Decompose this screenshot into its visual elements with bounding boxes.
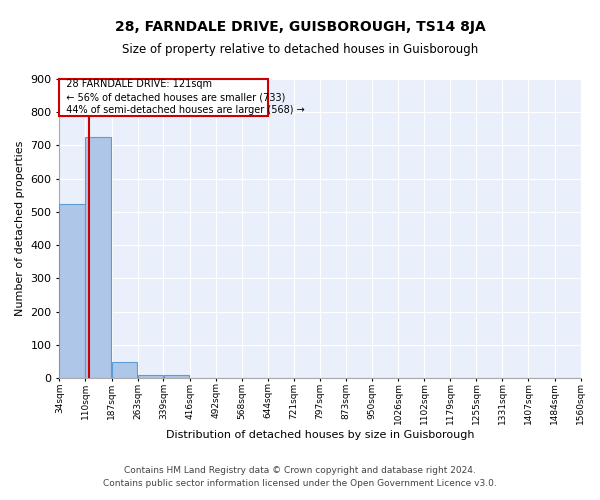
Bar [59,79,268,116]
Bar [85,137,111,378]
Bar [112,362,137,378]
Bar [59,204,85,378]
Text: 28, FARNDALE DRIVE, GUISBOROUGH, TS14 8JA: 28, FARNDALE DRIVE, GUISBOROUGH, TS14 8J… [115,20,485,34]
Bar [164,375,189,378]
Text: 28 FARNDALE DRIVE: 121sqm
  ← 56% of detached houses are smaller (733)
  44% of : 28 FARNDALE DRIVE: 121sqm ← 56% of detac… [60,79,305,116]
X-axis label: Distribution of detached houses by size in Guisborough: Distribution of detached houses by size … [166,430,474,440]
Text: Size of property relative to detached houses in Guisborough: Size of property relative to detached ho… [122,42,478,56]
Bar [138,375,163,378]
Y-axis label: Number of detached properties: Number of detached properties [15,141,25,316]
Text: Contains HM Land Registry data © Crown copyright and database right 2024.
Contai: Contains HM Land Registry data © Crown c… [103,466,497,487]
